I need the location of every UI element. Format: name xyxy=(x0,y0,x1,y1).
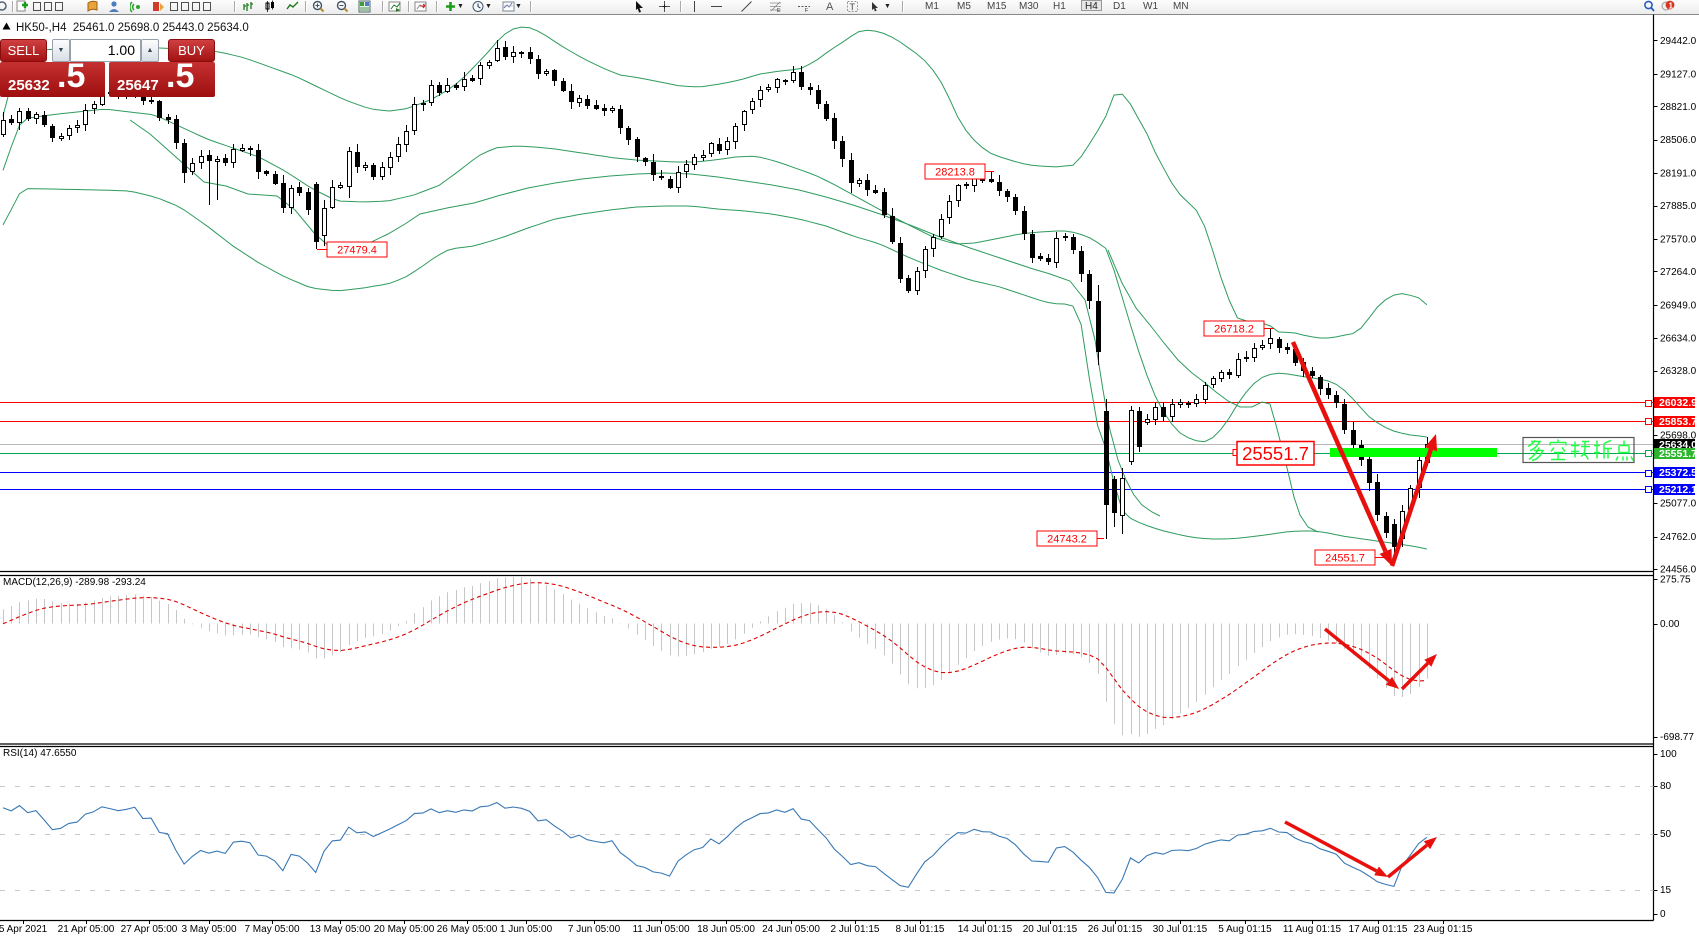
svg-text:24 Jun 05:00: 24 Jun 05:00 xyxy=(762,924,820,935)
svg-text:F: F xyxy=(805,8,808,13)
svg-text:27264.0: 27264.0 xyxy=(1660,267,1697,278)
svg-text:26032.9: 26032.9 xyxy=(1659,397,1697,409)
svg-text:2 Jul 01:15: 2 Jul 01:15 xyxy=(831,924,880,935)
svg-text:100: 100 xyxy=(1660,749,1677,760)
svg-text:21 Apr 05:00: 21 Apr 05:00 xyxy=(58,924,115,935)
svg-text:1 Jun 05:00: 1 Jun 05:00 xyxy=(500,924,553,935)
svg-text:0.00: 0.00 xyxy=(1660,619,1680,630)
svg-text:25077.0: 25077.0 xyxy=(1660,499,1697,510)
svg-text:26 May 05:00: 26 May 05:00 xyxy=(437,924,498,935)
svg-text:11 Jun 05:00: 11 Jun 05:00 xyxy=(632,924,690,935)
svg-text:8 Jul 01:15: 8 Jul 01:15 xyxy=(896,924,945,935)
svg-text:27570.0: 27570.0 xyxy=(1660,234,1697,245)
svg-text:1: 1 xyxy=(1669,1,1674,10)
svg-text:29442.0: 29442.0 xyxy=(1660,36,1697,47)
svg-text:7 May 05:00: 7 May 05:00 xyxy=(244,924,299,935)
svg-text:24551.7: 24551.7 xyxy=(1325,553,1365,565)
svg-text:7 Jun 05:00: 7 Jun 05:00 xyxy=(568,924,621,935)
svg-text:0: 0 xyxy=(1660,909,1666,920)
svg-text:50: 50 xyxy=(1660,829,1672,840)
svg-text:13 May 05:00: 13 May 05:00 xyxy=(310,924,371,935)
svg-text:30 Jul 01:15: 30 Jul 01:15 xyxy=(1153,924,1208,935)
svg-text:18 Jun 05:00: 18 Jun 05:00 xyxy=(697,924,755,935)
svg-text:27885.0: 27885.0 xyxy=(1660,201,1697,212)
svg-text:28213.8: 28213.8 xyxy=(935,167,975,179)
svg-text:HK50-,H4 25461.0 25698.0 2544: HK50-,H4 25461.0 25698.0 25443.0 25634.0 xyxy=(16,22,249,34)
svg-text:25212.1: 25212.1 xyxy=(1659,484,1697,496)
svg-text:28506.0: 28506.0 xyxy=(1660,135,1697,146)
svg-text:15: 15 xyxy=(1660,885,1672,896)
svg-text:-698.77: -698.77 xyxy=(1660,732,1694,743)
svg-text:11 Aug 01:15: 11 Aug 01:15 xyxy=(1283,924,1342,935)
svg-text:275.75: 275.75 xyxy=(1660,574,1691,585)
svg-text:25551.7: 25551.7 xyxy=(1659,448,1697,460)
svg-text:24743.2: 24743.2 xyxy=(1047,534,1087,546)
svg-text:T: T xyxy=(850,2,856,12)
svg-text:26328.0: 26328.0 xyxy=(1660,366,1697,377)
svg-text:E: E xyxy=(777,8,781,13)
svg-text:3 May 05:00: 3 May 05:00 xyxy=(181,924,236,935)
svg-text:27 Apr 05:00: 27 Apr 05:00 xyxy=(121,924,178,935)
svg-text:24456.0: 24456.0 xyxy=(1660,565,1697,576)
svg-text:80: 80 xyxy=(1660,781,1672,792)
svg-text:25853.7: 25853.7 xyxy=(1659,416,1697,428)
svg-text:26634.0: 26634.0 xyxy=(1660,334,1697,345)
svg-text:27479.4: 27479.4 xyxy=(337,245,377,257)
svg-text:26718.2: 26718.2 xyxy=(1214,324,1254,336)
svg-text:17 Aug 01:15: 17 Aug 01:15 xyxy=(1349,924,1408,935)
svg-text:RSI(14) 47.6550: RSI(14) 47.6550 xyxy=(3,748,77,759)
svg-text:5 Aug 01:15: 5 Aug 01:15 xyxy=(1218,924,1272,935)
svg-text:29127.0: 29127.0 xyxy=(1660,69,1697,80)
svg-text:26949.0: 26949.0 xyxy=(1660,300,1697,311)
svg-text:5 Apr 2021: 5 Apr 2021 xyxy=(0,924,48,935)
svg-text:25372.5: 25372.5 xyxy=(1659,467,1697,479)
svg-text:MACD(12,26,9) -289.98 -293.24: MACD(12,26,9) -289.98 -293.24 xyxy=(3,577,146,588)
svg-text:24762.0: 24762.0 xyxy=(1660,532,1697,543)
svg-text:26 Jul 01:15: 26 Jul 01:15 xyxy=(1088,924,1143,935)
svg-text:14 Jul 01:15: 14 Jul 01:15 xyxy=(958,924,1013,935)
svg-text:28191.0: 28191.0 xyxy=(1660,169,1697,180)
svg-text:25551.7: 25551.7 xyxy=(1242,443,1309,464)
svg-text:23 Aug 01:15: 23 Aug 01:15 xyxy=(1414,924,1473,935)
svg-text:20 May 05:00: 20 May 05:00 xyxy=(374,924,435,935)
svg-text:25698.0: 25698.0 xyxy=(1660,430,1697,441)
svg-text:20 Jul 01:15: 20 Jul 01:15 xyxy=(1023,924,1078,935)
svg-text:28821.0: 28821.0 xyxy=(1660,102,1697,113)
